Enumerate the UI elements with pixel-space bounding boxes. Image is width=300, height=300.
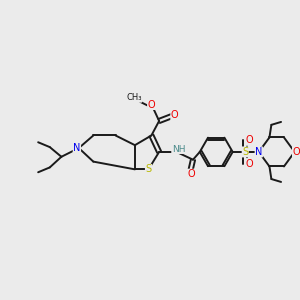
Text: N: N (255, 147, 262, 157)
Text: S: S (146, 164, 152, 174)
Text: O: O (171, 110, 178, 120)
Text: O: O (245, 135, 253, 145)
Text: O: O (245, 158, 253, 169)
Text: N: N (73, 143, 81, 153)
Text: NH: NH (172, 145, 185, 154)
Text: O: O (293, 147, 300, 157)
Text: O: O (187, 169, 195, 179)
Text: CH₃: CH₃ (126, 93, 142, 102)
Text: O: O (148, 100, 155, 110)
Text: S: S (242, 147, 248, 157)
